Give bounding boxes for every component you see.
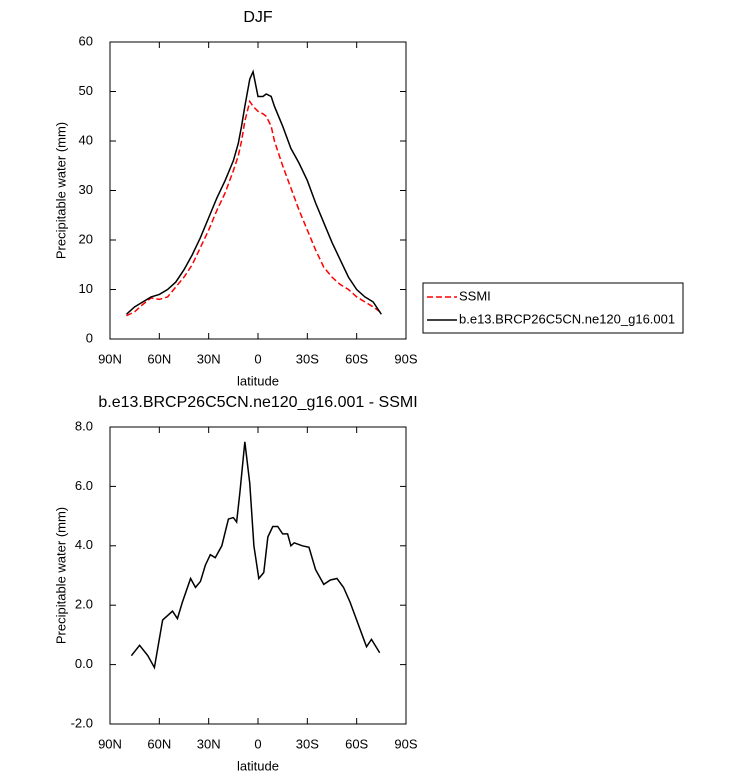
x-tick-label: 60N xyxy=(147,736,171,751)
y-tick-label: 50 xyxy=(79,83,93,98)
y-tick-label: 8.0 xyxy=(75,418,93,433)
y-tick-label: 2.0 xyxy=(75,597,93,612)
x-tick-label: 30N xyxy=(197,351,221,366)
y-tick-label: 40 xyxy=(79,132,93,147)
x-tick-label: 30S xyxy=(296,351,319,366)
x-tick-label: 60S xyxy=(345,736,368,751)
x-tick-label: 0 xyxy=(254,736,261,751)
y-tick-label: 6.0 xyxy=(75,478,93,493)
y-tick-label: -2.0 xyxy=(71,715,93,730)
x-tick-label: 30N xyxy=(197,736,221,751)
y-tick-label: 10 xyxy=(79,281,93,296)
legend-label: b.e13.BRCP26C5CN.ne120_g16.001 xyxy=(459,311,675,326)
x-axis-label: latitude xyxy=(237,758,279,773)
data-line xyxy=(125,69,382,315)
x-tick-label: 90N xyxy=(98,351,122,366)
y-axis-label: Precipitable water (mm) xyxy=(53,122,68,259)
x-tick-label: 0 xyxy=(254,351,261,366)
x-tick-label: 90N xyxy=(98,736,122,751)
data-line xyxy=(126,99,382,317)
x-tick-label: 30S xyxy=(296,736,319,751)
x-tick-label: 90S xyxy=(394,736,417,751)
y-tick-label: 0.0 xyxy=(75,656,93,671)
x-tick-label: 90S xyxy=(394,351,417,366)
legend-box xyxy=(422,282,684,334)
y-tick-label: 30 xyxy=(79,182,93,197)
chart-title: b.e13.BRCP26C5CN.ne120_g16.001 - SSMI xyxy=(98,394,417,411)
x-tick-label: 60N xyxy=(147,351,171,366)
x-tick-label: 60S xyxy=(345,351,368,366)
x-axis-label: latitude xyxy=(237,373,279,388)
y-tick-label: 60 xyxy=(79,33,93,48)
data-line xyxy=(130,441,381,670)
y-tick-label: 4.0 xyxy=(75,537,93,552)
y-tick-label: 20 xyxy=(79,231,93,246)
chart-title: DJF xyxy=(243,9,273,26)
y-axis-label: Precipitable water (mm) xyxy=(53,507,68,644)
y-tick-label: 0 xyxy=(86,330,93,345)
legend-label: SSMI xyxy=(459,288,491,303)
